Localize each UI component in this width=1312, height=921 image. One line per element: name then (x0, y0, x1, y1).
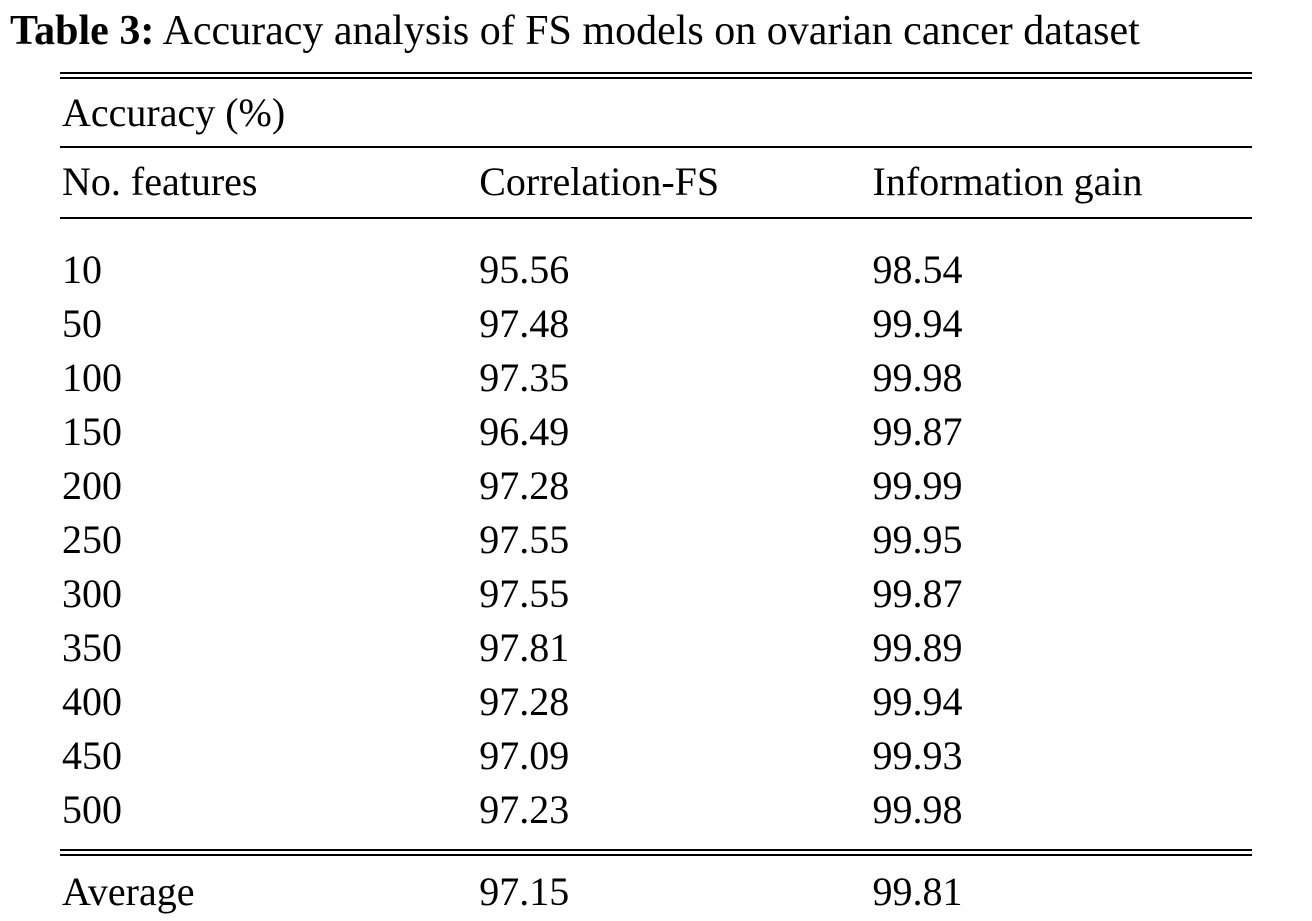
column-header-no-features: No. features (60, 147, 478, 220)
table-row: 300 97.55 99.87 (60, 567, 1252, 621)
table-cell: 350 (62, 625, 122, 671)
table-row: 200 97.28 99.99 (60, 459, 1252, 513)
table-cell: 10 (62, 247, 102, 293)
table-cell: 99.98 (872, 787, 963, 833)
table-row: 10 95.56 98.54 (60, 218, 1252, 297)
table-caption-text: Accuracy analysis of FS models on ovaria… (162, 8, 1140, 54)
table-cell: 250 (62, 517, 122, 563)
table-row: 50 97.48 99.94 (60, 297, 1252, 351)
table-cell: 99.94 (872, 679, 963, 725)
footer-correlation-fs-average: 97.15 (477, 849, 871, 921)
table-cell: 97.28 (479, 463, 570, 509)
table-cell: 99.87 (872, 409, 963, 455)
table-group-header: Accuracy (%) (60, 72, 1252, 149)
table-cell: 95.56 (479, 247, 570, 293)
table-cell: 99.89 (872, 625, 963, 671)
table-cell: 99.95 (872, 517, 963, 563)
table-row: 250 97.55 99.95 (60, 513, 1252, 567)
table-cell: 97.09 (479, 733, 570, 779)
table-cell: 97.55 (479, 517, 570, 563)
table-footer-row: Average 97.15 99.81 (60, 849, 1252, 921)
table-caption-label: Table 3: (10, 8, 155, 54)
table-cell: 150 (62, 409, 122, 455)
table-cell: 97.55 (479, 571, 570, 617)
table-cell: 99.99 (872, 463, 963, 509)
table-row: 350 97.81 99.89 (60, 621, 1252, 675)
footer-label: Average (60, 849, 478, 921)
table-row: 100 97.35 99.98 (60, 351, 1252, 405)
table-cell: 50 (62, 301, 102, 347)
table-row: 450 97.09 99.93 (60, 729, 1252, 783)
table-caption: Table 3: Accuracy analysis of FS models … (0, 0, 1312, 56)
accuracy-table: Accuracy (%) No. features Correlation-FS… (60, 72, 1252, 921)
table-cell: 99.93 (872, 733, 963, 779)
table-cell: 400 (62, 679, 122, 725)
table-cell: 500 (62, 787, 122, 833)
table-cell: 96.49 (479, 409, 570, 455)
column-header-information-gain: Information gain (870, 147, 1252, 220)
table-cell: 98.54 (872, 247, 963, 293)
table-body: 10 95.56 98.54 50 97.48 99.94 100 97.35 99.98 150… (60, 218, 1252, 853)
table-cell: 300 (62, 571, 122, 617)
table-cell: 450 (62, 733, 122, 779)
column-header-correlation-fs: Correlation-FS (477, 147, 871, 220)
footer-information-gain-average: 99.81 (870, 849, 1252, 921)
table-row: 150 96.49 99.87 (60, 405, 1252, 459)
table-cell: 100 (62, 355, 122, 401)
table-cell: 97.35 (479, 355, 570, 401)
table-cell: 97.23 (479, 787, 570, 833)
table-row: 400 97.28 99.94 (60, 675, 1252, 729)
table-cell: 200 (62, 463, 122, 509)
table-group-header-row: Accuracy (%) (60, 72, 1252, 149)
table-cell: 99.87 (872, 571, 963, 617)
table-cell: 97.81 (479, 625, 570, 671)
table-row: 500 97.23 99.98 (60, 783, 1252, 853)
table-cell: 99.94 (872, 301, 963, 347)
table-cell: 97.28 (479, 679, 570, 725)
table-header-row: No. features Correlation-FS Information … (60, 147, 1252, 220)
table-cell: 97.48 (479, 301, 570, 347)
table-cell: 99.98 (872, 355, 963, 401)
